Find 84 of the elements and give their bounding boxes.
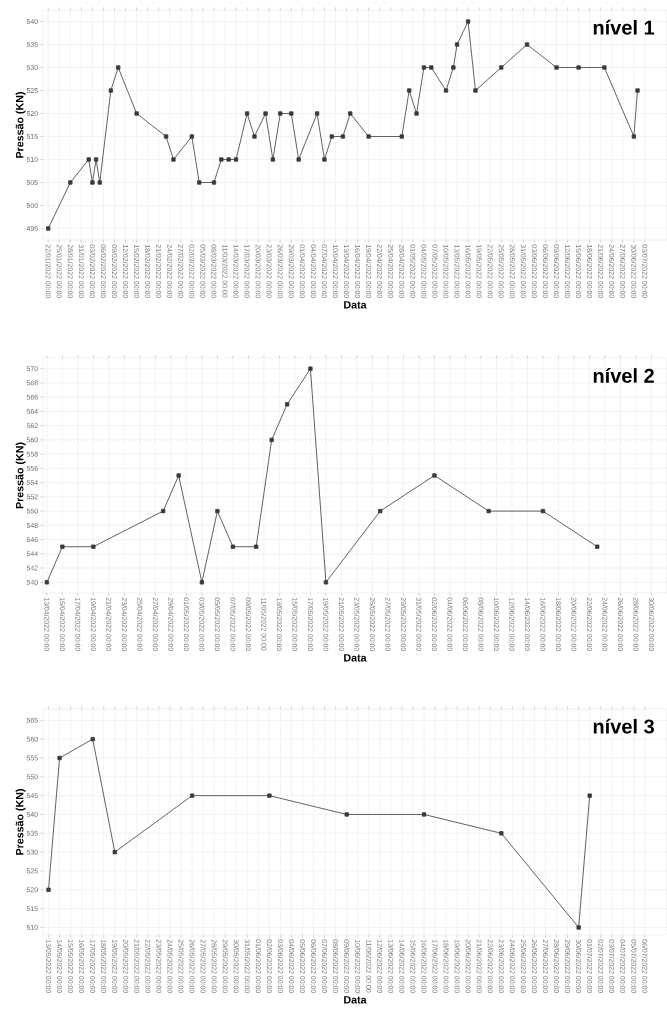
point [576,65,581,70]
point [429,65,434,70]
point [57,755,62,761]
point [97,180,102,185]
point [254,544,259,549]
point [269,437,274,443]
point [344,812,349,817]
point [161,508,166,514]
point [432,473,437,478]
point [499,65,504,70]
point [407,88,412,93]
point [86,157,91,162]
point [176,473,181,478]
annotation: nível 3 [593,718,654,734]
point [189,793,195,798]
point [314,111,320,116]
point [329,134,334,139]
point [473,88,478,93]
point [211,180,217,185]
point [116,65,121,70]
point [189,134,194,139]
point [270,157,276,162]
point [90,180,95,185]
point [587,793,592,798]
point [443,88,449,93]
point [576,925,581,930]
point [499,831,504,836]
point [90,737,95,742]
x-axis-title: Data [344,996,367,1004]
point [197,180,202,185]
point [112,850,117,855]
point [308,366,313,371]
point [486,508,491,514]
point [322,157,327,162]
point [378,508,383,514]
point [263,111,268,116]
point [399,134,404,139]
point [219,157,224,162]
y-axis-title: Pressão (KN) [15,789,26,855]
point [108,88,113,93]
point [44,580,50,585]
point [454,42,460,47]
point [524,42,530,47]
point [285,402,290,407]
point [595,544,600,549]
point [602,65,607,70]
point [554,65,559,70]
point [68,180,73,185]
point [323,580,329,585]
point [465,19,471,24]
y-axis-title: Pressão (KN) [15,92,26,158]
point [244,111,250,116]
point [296,157,301,162]
point [93,157,99,162]
point [421,65,427,70]
point [348,111,353,116]
point [46,226,51,231]
point [278,111,283,116]
point [366,134,371,139]
point [134,111,139,116]
point [340,134,346,139]
point [289,111,294,116]
point [635,88,640,93]
annotation: nível 1 [593,19,655,35]
point [226,157,231,162]
point [252,134,257,139]
x-axis-title: Data [344,301,367,309]
point [60,544,65,549]
point [46,887,51,892]
point [233,157,239,162]
point [267,793,272,798]
point [631,134,636,139]
point [163,134,169,139]
point [451,65,456,70]
y-axis-title: Pressão (KN) [15,442,26,509]
annotation: nível 2 [593,367,654,383]
point [414,111,419,116]
point [421,812,427,817]
point [215,508,220,514]
point [171,157,176,162]
point [199,580,205,585]
point [91,544,96,549]
x-axis-title: Data [344,654,367,662]
point [230,544,236,549]
